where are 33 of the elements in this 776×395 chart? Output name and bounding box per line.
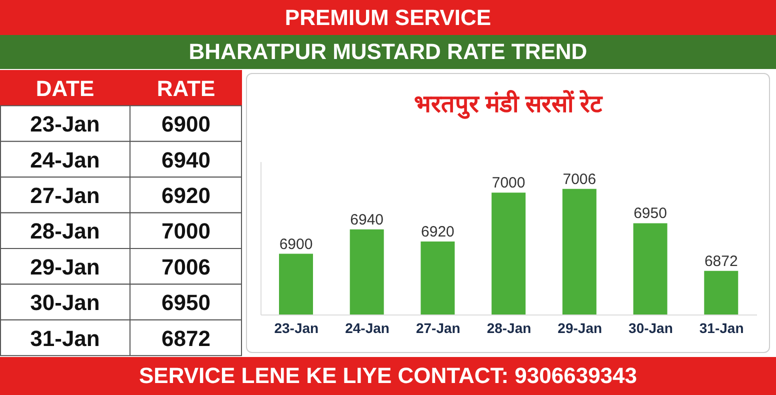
category-label: 29-Jan bbox=[30, 254, 100, 280]
text: 6950 bbox=[162, 290, 210, 316]
text: PREMIUM SERVICE bbox=[0, 0, 776, 35]
text: 6940 bbox=[162, 147, 210, 172]
data-label: 6920 bbox=[421, 224, 454, 241]
category-label: 28-Jan bbox=[30, 218, 100, 244]
data-label: 7006 bbox=[562, 170, 596, 188]
category-label: 24-Jan bbox=[30, 147, 100, 172]
data-label: 6940 bbox=[350, 211, 384, 228]
category-label: 27-Jan bbox=[30, 182, 100, 208]
data-label: 6872 bbox=[704, 252, 738, 270]
x-tick-label: 30-Jan bbox=[628, 320, 673, 336]
data-label: 6950 bbox=[634, 205, 667, 222]
category-label: 30-Jan bbox=[30, 290, 100, 316]
category-label: 23-Jan bbox=[30, 112, 100, 137]
text: RATE bbox=[156, 76, 216, 101]
data-label: 6900 bbox=[279, 236, 313, 253]
text: 6872 bbox=[162, 326, 210, 351]
x-tick-label: 31-Jan bbox=[699, 320, 744, 336]
x-tick-label: 27-Jan bbox=[416, 320, 460, 336]
text: 7000 bbox=[162, 218, 210, 244]
text: DATE bbox=[36, 76, 94, 101]
x-tick-label: 28-Jan bbox=[486, 320, 532, 336]
chart-title: BHARATPUR MUSTARD RATE TREND bbox=[0, 35, 776, 69]
chart-subtitle: भरतपुर मंडी सरसों रेट bbox=[412, 89, 604, 119]
text: SERVICE LENE KE LIYE CONTACT: 9306639343 bbox=[0, 357, 776, 395]
text: 6920 bbox=[162, 182, 210, 208]
x-tick-label: 29-Jan bbox=[558, 320, 602, 336]
x-tick-label: 24-Jan bbox=[345, 320, 390, 336]
text: 7006 bbox=[162, 254, 210, 280]
x-tick-label: 23-Jan bbox=[274, 320, 319, 336]
data-label: 7000 bbox=[492, 174, 526, 192]
text: 6900 bbox=[162, 112, 210, 137]
